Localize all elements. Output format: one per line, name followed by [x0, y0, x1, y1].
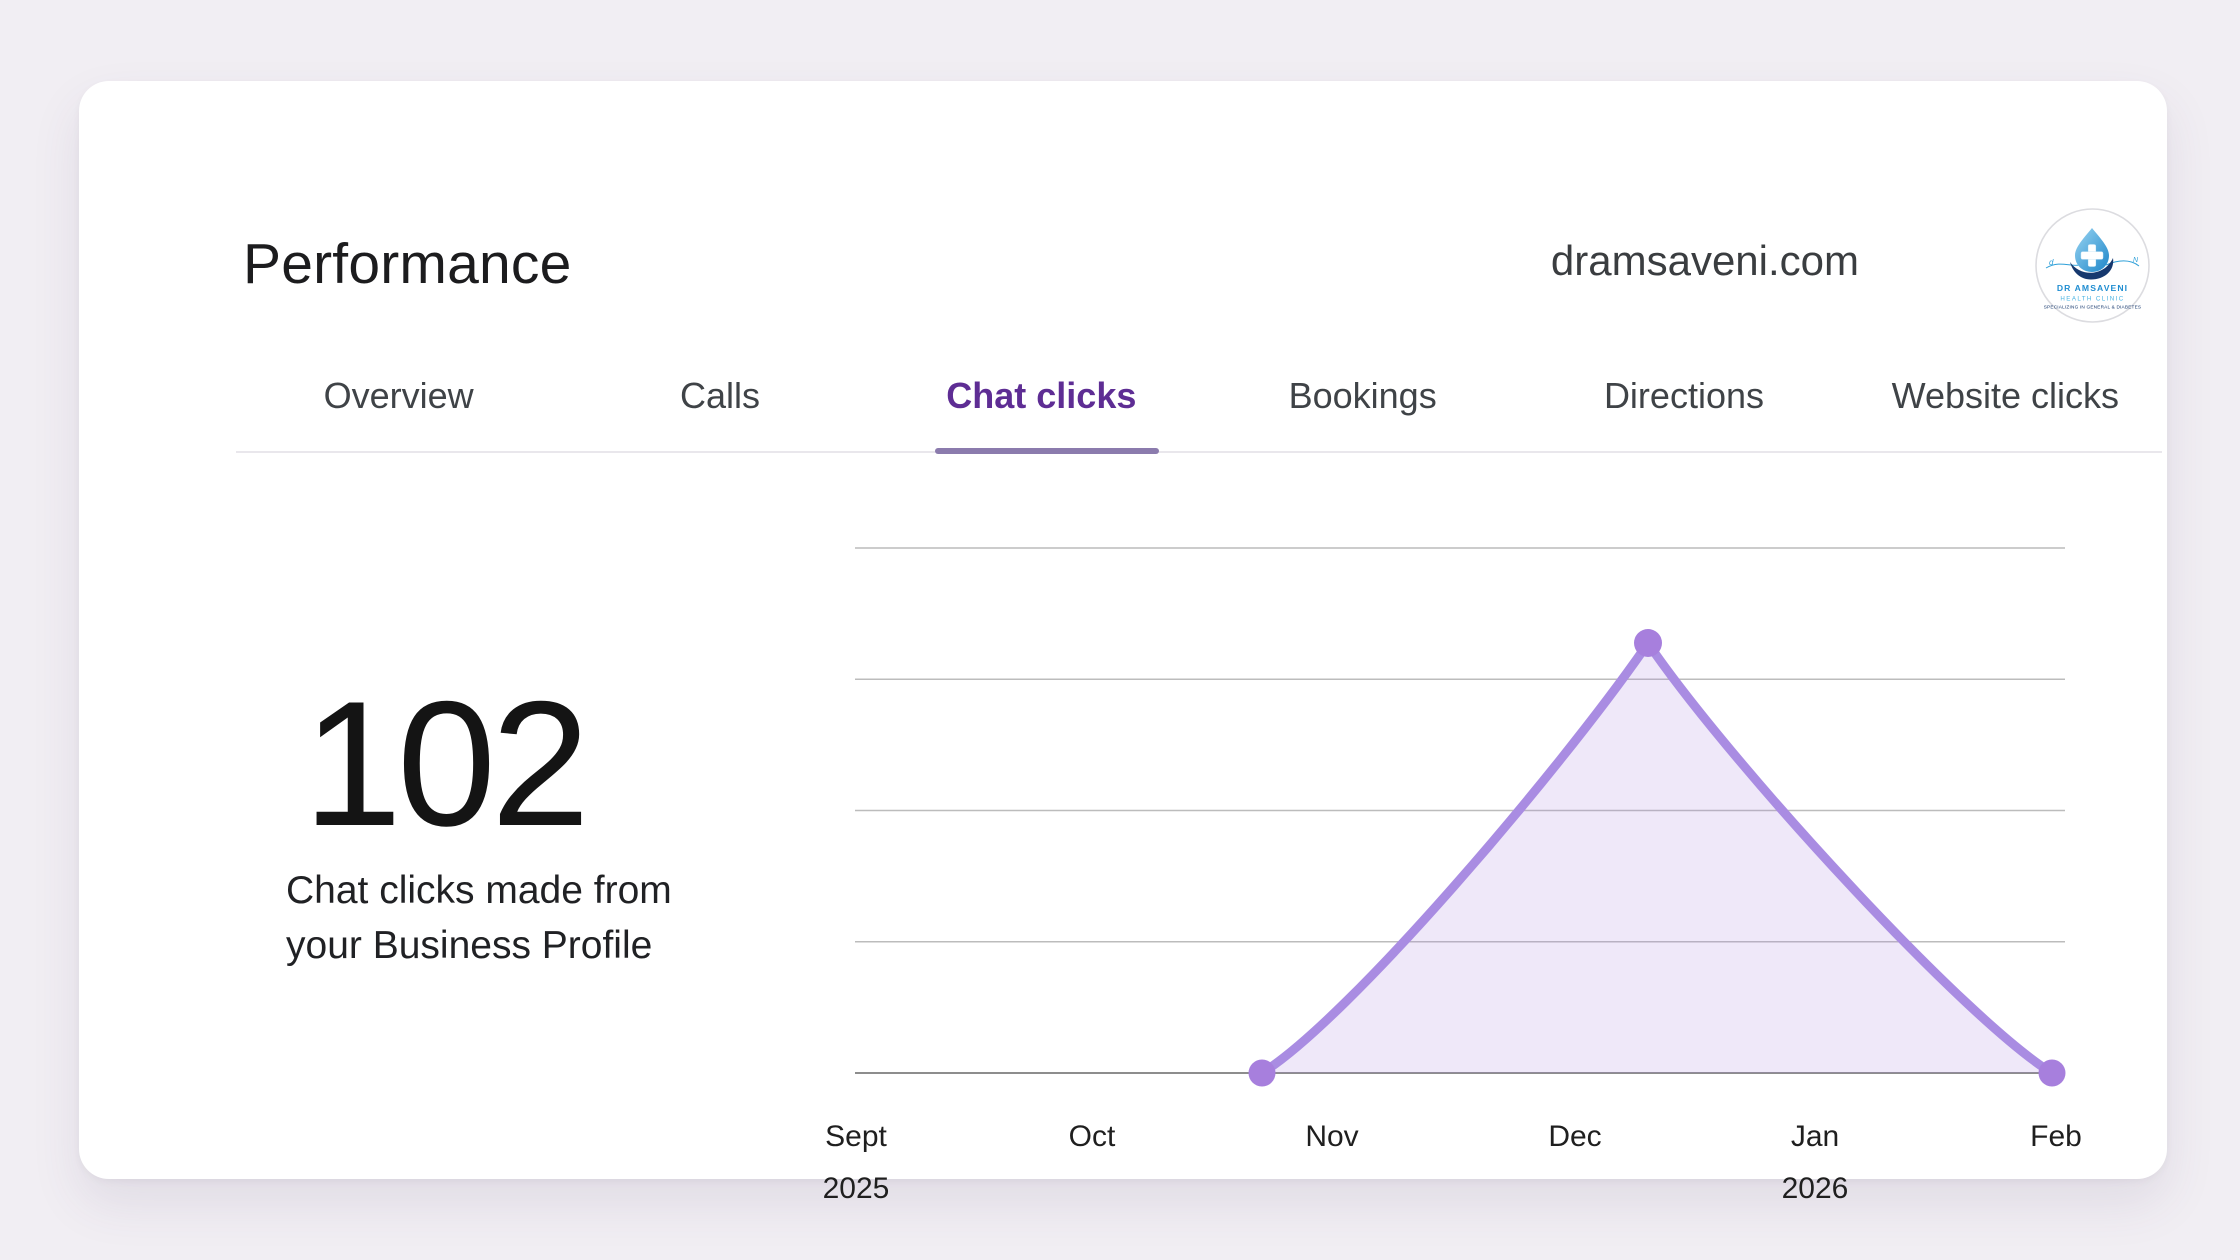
tab-calls[interactable]: Calls	[679, 375, 760, 416]
performance-tabs: Overview Calls Chat clicks Bookings Dire…	[238, 369, 2166, 423]
logo-clinic-subtitle: HEALTH CLINIC	[2060, 296, 2124, 303]
x-label-jan-year: 2026	[1782, 1172, 1849, 1205]
tab-overview[interactable]: Overview	[323, 375, 474, 416]
chat-clicks-total: 102	[303, 664, 590, 863]
logo-clinic-tagline: SPECIALIZING IN GENERAL & DIABETES	[2044, 305, 2142, 310]
x-label-sept-year: 2025	[823, 1172, 890, 1205]
business-website: dramsaveni.com	[1550, 237, 1859, 284]
chat-clicks-caption: Chat clicks made from your Business Prof…	[286, 863, 672, 973]
logo-script-right: N	[2133, 257, 2139, 264]
tabs-divider	[236, 451, 2162, 453]
logo-script-left: d	[2049, 258, 2054, 267]
clinic-logo-icon: d N DR AMSAVENI HEALTH CLINIC SPECIALIZI…	[2035, 208, 2150, 323]
chat-clicks-area-chart: Sept 2025 Oct Nov Dec Jan 2026 Feb	[823, 547, 2082, 1205]
series-area-fill	[1262, 646, 2052, 1073]
data-point-feb[interactable]	[2038, 1059, 2066, 1087]
performance-card: Performance dramsaveni.com d N	[79, 81, 2167, 1205]
tab-chat-clicks[interactable]: Chat clicks	[946, 375, 1137, 416]
data-point-nov[interactable]	[1248, 1059, 1276, 1087]
business-logo-avatar: d N DR AMSAVENI HEALTH CLINIC SPECIALIZI…	[2034, 207, 2151, 324]
tab-directions[interactable]: Directions	[1603, 375, 1764, 416]
tab-bookings[interactable]: Bookings	[1288, 375, 1437, 416]
chat-clicks-caption-line1: Chat clicks made from	[286, 869, 672, 912]
x-label-oct: Oct	[1069, 1120, 1116, 1153]
x-label-feb: Feb	[2030, 1120, 2082, 1153]
logo-clinic-name: DR AMSAVENI	[2057, 283, 2128, 293]
x-label-nov: Nov	[1305, 1120, 1358, 1153]
chat-clicks-caption-line2: your Business Profile	[286, 924, 653, 967]
tab-website-clicks[interactable]: Website clicks	[1891, 375, 2119, 416]
active-tab-underline	[935, 448, 1159, 454]
x-label-sept: Sept	[825, 1120, 887, 1153]
x-label-dec: Dec	[1548, 1120, 1601, 1153]
page-title: Performance	[243, 232, 572, 296]
x-label-jan: Jan	[1791, 1120, 1839, 1153]
swoosh-icon	[2070, 258, 2114, 280]
data-point-dec-peak[interactable]	[1634, 629, 1662, 657]
